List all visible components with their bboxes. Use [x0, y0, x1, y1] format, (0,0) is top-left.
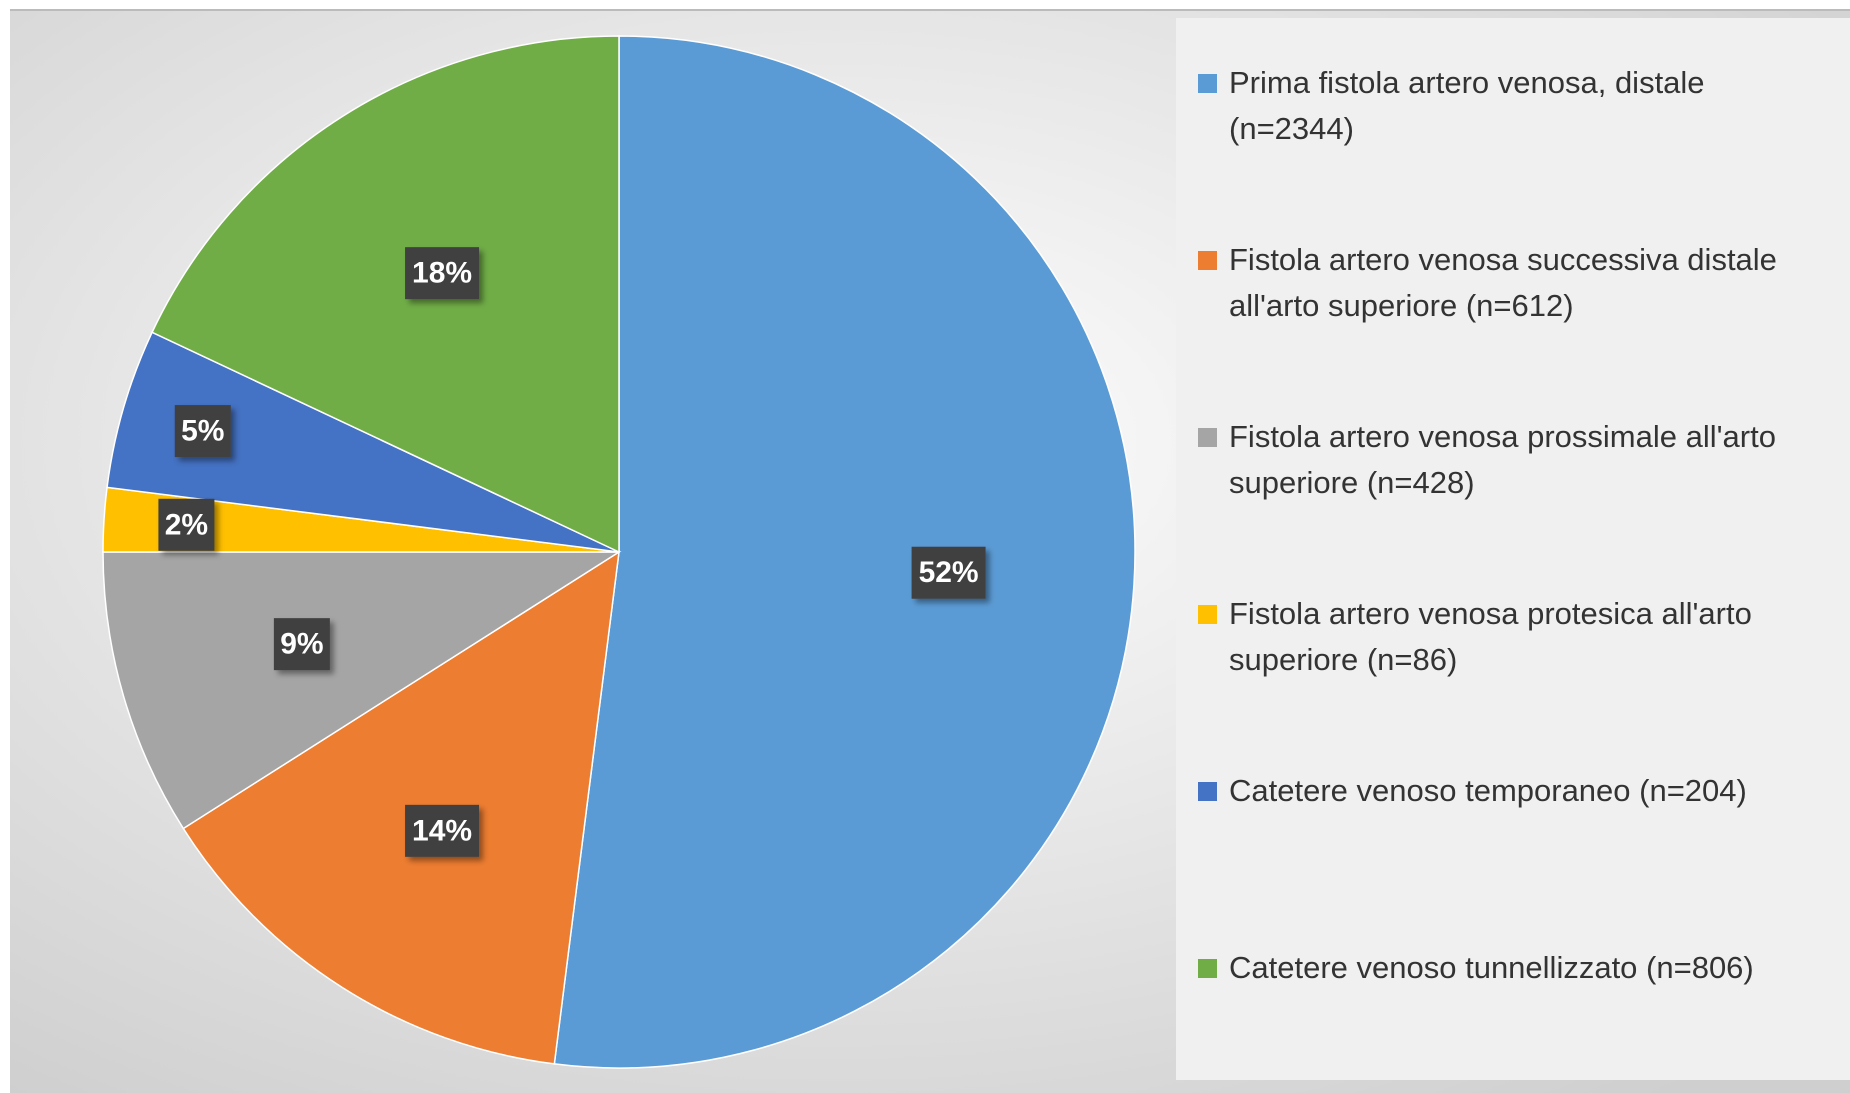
legend-item: Fistola artero venosa successiva distale… — [1198, 237, 1838, 329]
legend-item: Fistola artero venosa protesica all'arto… — [1198, 591, 1838, 683]
data-label: 52% — [919, 556, 979, 589]
pie-slice — [553, 35, 1136, 1069]
data-label-box — [405, 247, 480, 300]
legend-label: Catetere venoso tunnellizzato (n=806) — [1229, 950, 1754, 985]
legend-item: Prima fistola artero venosa, distale (n=… — [1198, 60, 1838, 152]
legend-swatch — [1198, 428, 1217, 447]
legend-label: Fistola artero venosa prossimale all'art… — [1229, 419, 1776, 500]
pie-slice — [151, 35, 620, 554]
pie-slice — [102, 551, 622, 830]
data-label-box — [158, 498, 215, 551]
legend-swatch — [1198, 74, 1217, 93]
legend-item: Catetere venoso temporaneo (n=204) — [1198, 768, 1838, 814]
data-label-box — [911, 546, 986, 599]
data-label-box — [174, 405, 231, 458]
data-label: 9% — [280, 628, 323, 661]
legend-swatch — [1198, 605, 1217, 624]
legend-item: Fistola artero venosa prossimale all'art… — [1198, 414, 1838, 506]
data-label-box — [273, 618, 330, 671]
data-label-box — [405, 804, 480, 857]
legend-label: Fistola artero venosa protesica all'arto… — [1229, 596, 1752, 677]
data-label: 5% — [181, 415, 224, 448]
legend: Prima fistola artero venosa, distale (n=… — [1176, 18, 1850, 1080]
data-label: 14% — [412, 814, 472, 847]
legend-swatch — [1198, 251, 1217, 270]
data-label: 18% — [412, 257, 472, 290]
legend-swatch — [1198, 959, 1217, 978]
pie-slice — [182, 550, 620, 1065]
legend-item: Catetere venoso tunnellizzato (n=806) — [1198, 945, 1838, 991]
legend-label: Prima fistola artero venosa, distale (n=… — [1229, 65, 1705, 146]
pie-slice — [106, 331, 620, 553]
pie: 52% 14% 9% 2% 5% 18% — [102, 35, 1136, 1069]
legend-label: Catetere venoso temporaneo (n=204) — [1229, 773, 1747, 808]
legend-label: Fistola artero venosa successiva distale… — [1229, 242, 1777, 323]
data-label: 2% — [165, 508, 208, 541]
legend-swatch — [1198, 782, 1217, 801]
